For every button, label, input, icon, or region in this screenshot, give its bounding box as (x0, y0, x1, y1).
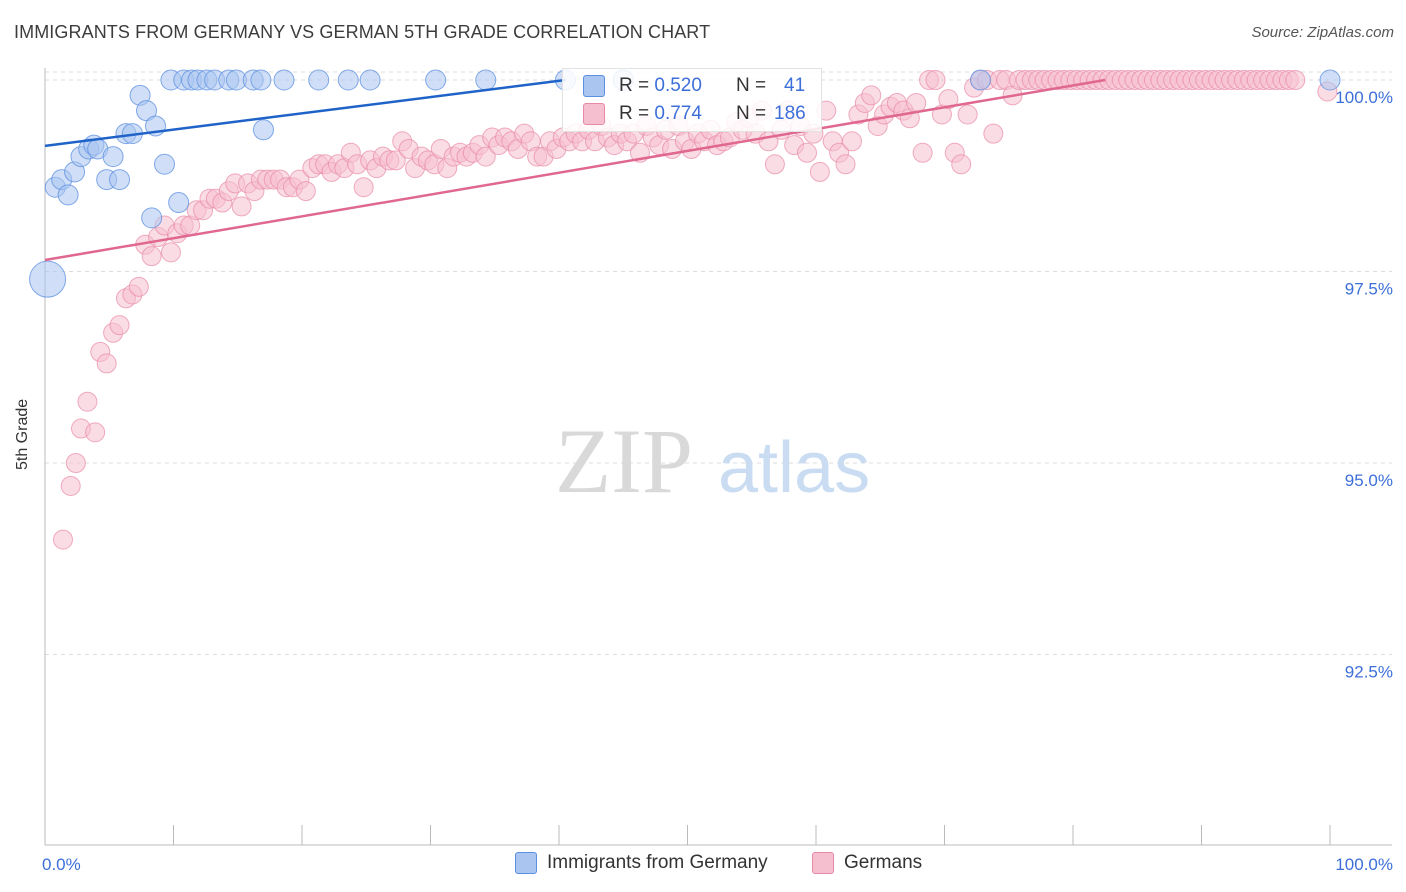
y-tick-label-2: 95.0% (1345, 471, 1393, 490)
immigrants-point-31 (273, 69, 295, 91)
germans-point-140 (951, 154, 972, 175)
immigrants-point-30 (252, 119, 274, 141)
germans-trend-line (44, 78, 1106, 262)
immigrants-point-11 (109, 169, 131, 191)
watermark-atlas: atlas (718, 428, 870, 508)
source-label: Source: ZipAtlas.com (1251, 24, 1394, 41)
germans-point-2 (65, 453, 86, 473)
immigrants-point-36 (475, 69, 497, 91)
immigrants-point-39 (969, 69, 991, 91)
immigrants-point-32 (308, 69, 330, 91)
x-tick-label-1: 100.0% (1335, 855, 1393, 874)
germans-point-122 (835, 154, 856, 175)
legend-swatch-pink (812, 852, 834, 874)
immigrants-point-35 (425, 69, 447, 91)
germans-point-123 (841, 131, 862, 152)
immigrants-trend-line (44, 78, 566, 148)
immigrants-point-16 (141, 207, 163, 229)
germans-point-1 (60, 475, 81, 496)
legend-label-immigrants: Immigrants from Germany (547, 852, 768, 873)
immigrants-point-19 (168, 192, 190, 214)
germans-point-5 (85, 422, 106, 443)
watermark-zip: ZIP (555, 410, 693, 512)
x-tick-label-0: 0.0% (42, 855, 81, 874)
germans-point-52 (385, 150, 406, 171)
germans-point-192 (1285, 70, 1306, 90)
series-legend: Immigrants from Germany Germans (0, 852, 1406, 878)
germans-point-12 (128, 276, 149, 297)
legend-r-value: 0.774 (654, 103, 702, 124)
legend-n-value: 41 (784, 75, 806, 96)
germans-point-38 (295, 181, 316, 202)
immigrants-point-3 (57, 184, 79, 206)
germans-point-7 (96, 353, 117, 374)
germans-point-145 (983, 123, 1004, 144)
germans-point-136 (925, 70, 946, 90)
trend-lines (44, 78, 1106, 262)
tick-labels: 100.0% 97.5% 95.0% 92.5% 0.0% 100.0% (42, 88, 1393, 874)
germans-point-0 (52, 529, 73, 550)
germans-point-4 (77, 391, 98, 412)
axes (44, 68, 1392, 846)
legend-item-immigrants: Immigrants from Germany (515, 852, 768, 874)
watermark: ZIP atlas (555, 410, 870, 512)
germans-point-66 (475, 146, 496, 167)
y-tick-label-1: 97.5% (1345, 280, 1393, 299)
germans-point-111 (764, 154, 785, 175)
germans-point-28 (231, 196, 252, 217)
legend-swatch-blue (515, 852, 537, 874)
germans-point-141 (957, 104, 978, 125)
germans-point-134 (912, 142, 933, 163)
germans-point-126 (861, 85, 882, 106)
correlation-legend: R = 0.520 N = 41 R = 0.774 N = 186 (562, 68, 822, 132)
legend-item-germans: Germans (812, 852, 922, 874)
chart-title: IMMIGRANTS FROM GERMANY VS GERMAN 5TH GR… (14, 22, 711, 42)
germans-points (52, 70, 1338, 550)
y-tick-label-3: 92.5% (1345, 663, 1393, 682)
y-tick-label-0: 100.0% (1335, 88, 1393, 107)
gridlines (45, 71, 1392, 655)
germans-point-116 (797, 142, 818, 163)
immigrants-point-0 (29, 260, 67, 298)
legend-n-label: N = (735, 75, 767, 96)
germans-point-118 (809, 161, 830, 182)
legend-r-label: R = (619, 103, 650, 124)
immigrants-point-18 (154, 153, 176, 175)
germans-point-138 (938, 89, 959, 110)
legend-r-value: 0.520 (654, 75, 702, 96)
legend-n-value: 186 (774, 103, 806, 124)
immigrants-points (29, 69, 1341, 298)
germans-point-47 (353, 177, 374, 198)
legend-swatch-pink (583, 103, 605, 125)
immigrants-point-29 (250, 69, 272, 91)
legend-swatch-blue (583, 75, 605, 97)
immigrants-point-10 (102, 146, 124, 168)
legend-n-label: N = (735, 103, 767, 124)
germans-point-133 (906, 92, 927, 113)
immigrants-point-34 (359, 69, 381, 91)
immigrants-point-33 (337, 69, 359, 91)
immigrants-point-40 (1319, 69, 1341, 91)
germans-point-14 (141, 246, 162, 267)
germans-point-17 (160, 242, 181, 263)
legend-label-germans: Germans (844, 852, 923, 873)
legend-r-label: R = (619, 75, 650, 96)
legend-row-germans: R = 0.774 N = 186 (583, 101, 806, 127)
legend-row-immigrants: R = 0.520 N = 41 (583, 73, 805, 99)
germans-point-9 (109, 315, 130, 336)
